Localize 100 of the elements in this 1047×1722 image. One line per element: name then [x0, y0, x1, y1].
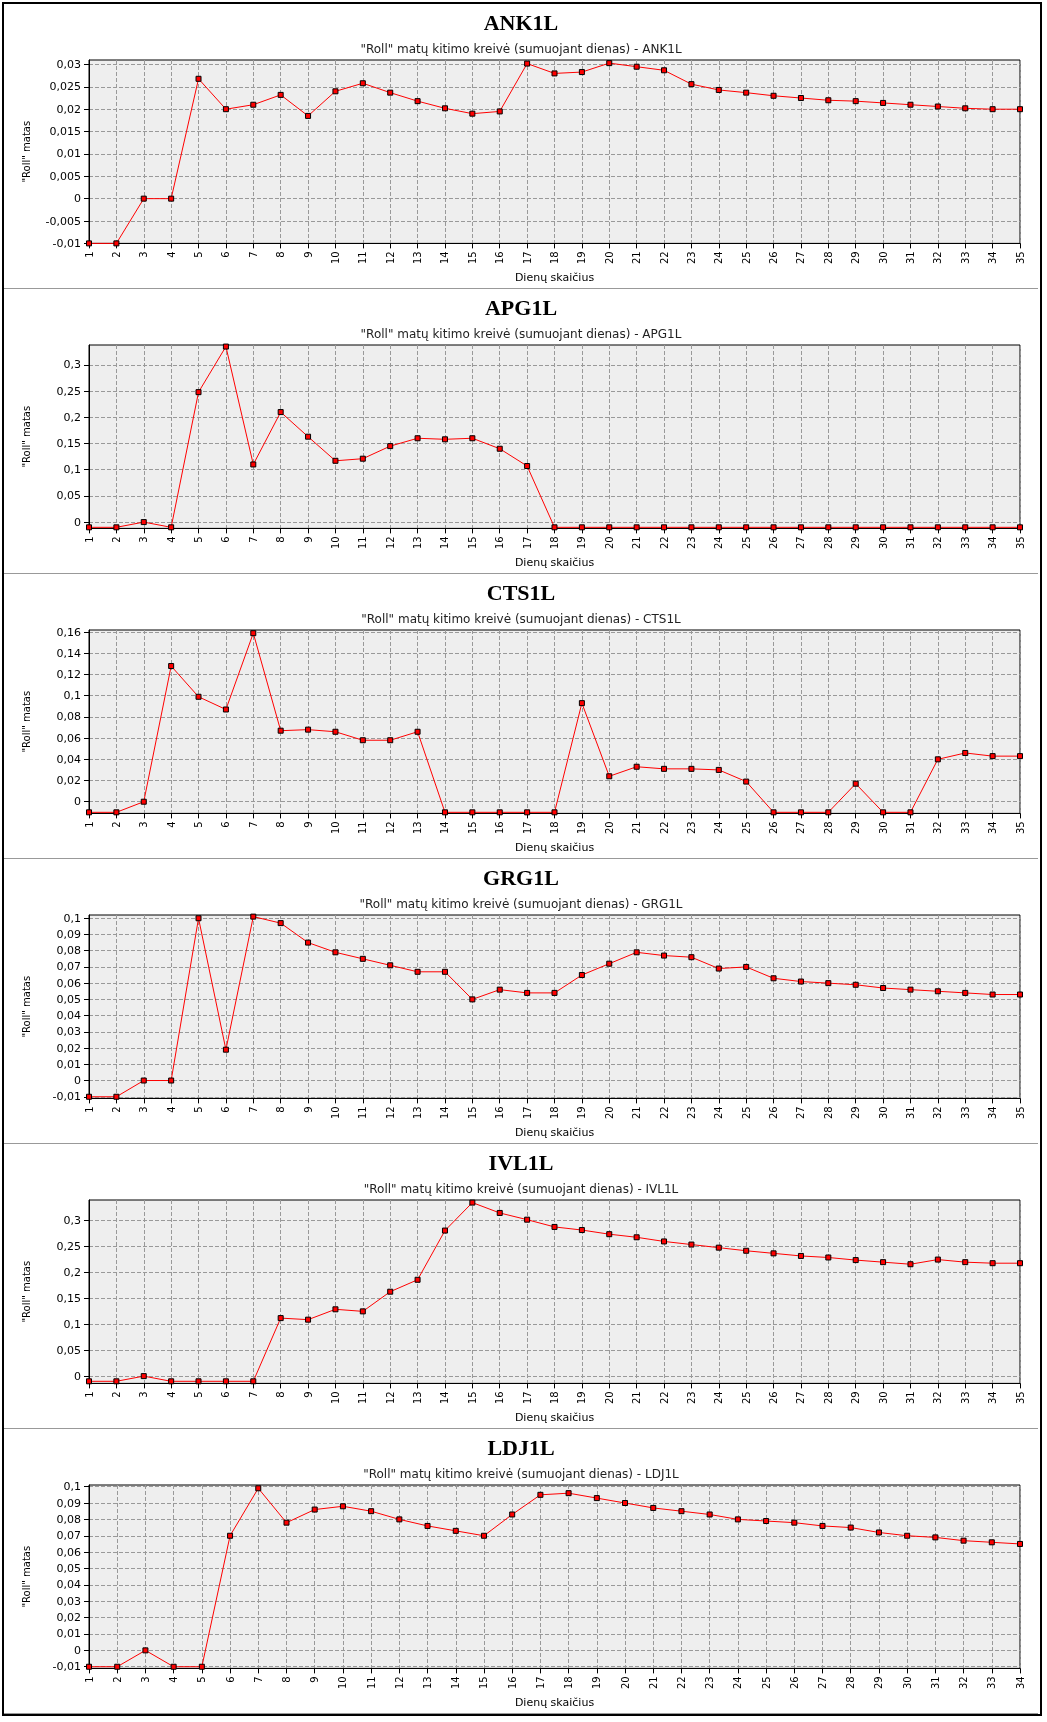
point	[469, 996, 476, 1003]
point	[222, 706, 229, 713]
point	[195, 693, 202, 700]
point	[311, 1506, 318, 1513]
x-tick-label: 15	[466, 1106, 478, 1120]
point	[688, 81, 695, 88]
x-tick-label: 17	[534, 1676, 546, 1690]
x-tick-label: 33	[959, 821, 971, 835]
y-tick-label: 0,1	[63, 1480, 81, 1494]
x-tick-label: 31	[929, 1676, 941, 1690]
chart-subtitle: "Roll" matų kitimo kreivė (sumuojant dienas) - GRG1L	[359, 897, 683, 911]
point	[250, 630, 257, 637]
point	[962, 989, 969, 996]
x-tick-label: 33	[959, 1106, 971, 1120]
point	[743, 89, 750, 96]
x-tick-label: 24	[713, 536, 725, 550]
y-tick-label: 0,005	[49, 169, 81, 183]
y-tick-label: 0,08	[56, 1512, 81, 1526]
point	[578, 700, 585, 707]
x-tick-label: 19	[576, 536, 588, 550]
line-series	[86, 343, 1023, 531]
point	[962, 749, 969, 756]
x-tick-label: 17	[521, 251, 533, 265]
x-tick-label: 28	[822, 536, 834, 550]
point	[305, 112, 312, 119]
y-tick-label: 0,05	[56, 489, 81, 503]
x-tick-label: 35	[1014, 821, 1026, 835]
x-tick-label: 5	[196, 1676, 208, 1683]
y-tick-label: 0	[74, 192, 81, 206]
x-tick-label: 11	[357, 1106, 369, 1120]
point	[113, 1093, 120, 1100]
x-tick-label: 2	[110, 251, 122, 258]
x-tick-label: 15	[466, 821, 478, 835]
point	[359, 80, 366, 87]
point	[142, 1647, 149, 1654]
x-tick-label: 14	[439, 821, 451, 835]
point	[578, 524, 585, 531]
point	[797, 978, 804, 985]
x-tick-label: 27	[795, 251, 807, 265]
x-tick-label: 6	[220, 1106, 232, 1113]
x-tick-label: 35	[1014, 251, 1026, 265]
x-tick-label: 33	[959, 536, 971, 550]
x-tick-label: 29	[850, 251, 862, 265]
x-tick-label: 12	[384, 1106, 396, 1120]
point	[907, 101, 914, 108]
point	[113, 1378, 120, 1385]
x-tick-label: 34	[1014, 1676, 1026, 1690]
x-tick-label: 4	[165, 1391, 177, 1398]
point	[743, 963, 750, 970]
y-tick-label: 0,015	[49, 125, 81, 139]
x-tick-label: 9	[302, 1106, 314, 1113]
point	[452, 1527, 459, 1534]
point	[332, 1306, 339, 1313]
x-tick-label: 1	[83, 821, 95, 828]
x-tick-label: 4	[165, 536, 177, 543]
x-tick-label: 13	[422, 1676, 434, 1690]
chart-title: LDJ1L	[487, 1434, 555, 1460]
x-tick-label: 30	[901, 1676, 913, 1690]
x-tick-label: 7	[252, 1676, 264, 1683]
point	[934, 1256, 941, 1263]
x-tick-label: 10	[337, 1676, 349, 1690]
x-tick-label: 14	[439, 1391, 451, 1405]
y-tick-label: 0,02	[56, 102, 81, 116]
x-tick-label: 29	[873, 1676, 885, 1690]
x-tick-label: 22	[658, 1106, 670, 1120]
point	[496, 445, 503, 452]
x-tick-label: 18	[549, 821, 560, 835]
x-tick-label: 23	[685, 821, 697, 835]
chart-title: IVL1L	[488, 1149, 554, 1175]
point	[250, 101, 257, 108]
x-tick-label: 2	[110, 1391, 122, 1398]
x-tick-label: 28	[822, 1106, 834, 1120]
x-tick-label: 22	[675, 1676, 687, 1690]
point	[424, 1522, 431, 1529]
x-tick-label: 14	[439, 251, 451, 265]
x-tick-label: 21	[631, 821, 643, 835]
x-tick-label: 20	[603, 1391, 615, 1405]
y-tick-label: 0,04	[56, 1009, 81, 1023]
point	[606, 60, 613, 67]
point	[524, 1216, 531, 1223]
x-tick-label: 5	[193, 251, 205, 258]
point	[633, 1234, 640, 1241]
point	[960, 1537, 967, 1544]
x-tick-label: 24	[713, 1391, 725, 1405]
x-tick-label: 3	[138, 251, 150, 258]
y-tick-label: 0,2	[63, 410, 81, 424]
point	[880, 99, 887, 106]
point	[688, 765, 695, 772]
x-tick-label: 22	[658, 536, 670, 550]
x-tick-label: 29	[850, 1106, 862, 1120]
point	[797, 524, 804, 531]
point	[715, 766, 722, 773]
point	[359, 455, 366, 462]
point	[524, 60, 531, 67]
x-tick-label: 26	[768, 821, 780, 835]
x-axis-title: Dienų skaičius	[514, 1126, 595, 1139]
x-tick-label: 9	[302, 1391, 314, 1398]
x-tick-label: 32	[932, 1106, 944, 1120]
x-tick-label: 12	[384, 821, 396, 835]
x-tick-label: 26	[768, 251, 780, 265]
